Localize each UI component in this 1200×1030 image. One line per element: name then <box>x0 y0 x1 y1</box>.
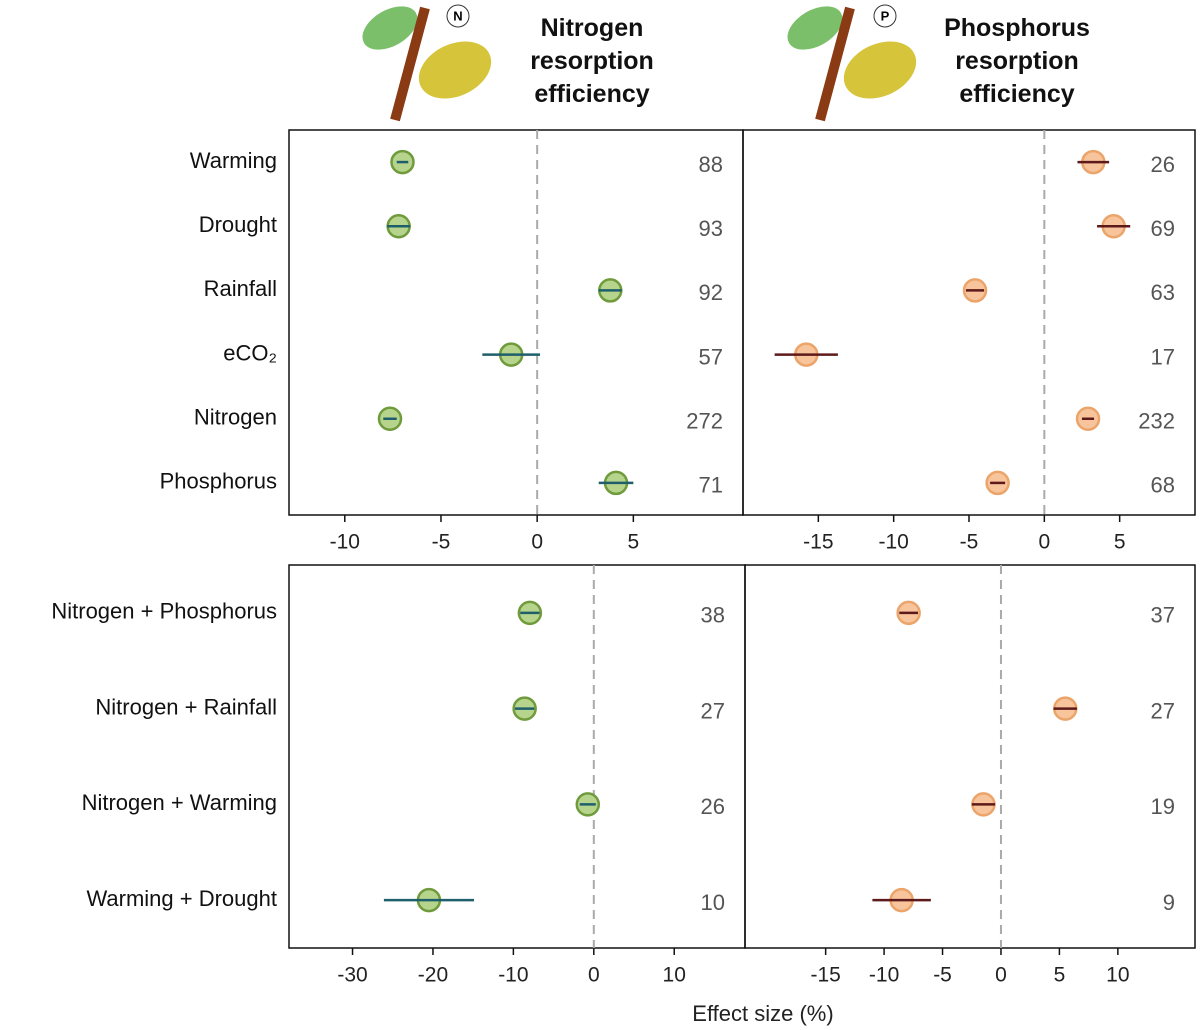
category-label: Phosphorus <box>160 469 277 494</box>
count-label: 27 <box>701 698 725 723</box>
count-label: 63 <box>1151 280 1175 305</box>
x-tick-label: -5 <box>960 531 979 554</box>
x-tick-label: 10 <box>1106 964 1129 987</box>
count-label: 68 <box>1151 473 1175 498</box>
count-label: 26 <box>1151 152 1175 177</box>
plot-frame <box>742 129 1196 516</box>
count-label: 9 <box>1163 890 1175 915</box>
x-tick-label: -5 <box>432 531 451 554</box>
x-tick-label: 10 <box>663 964 686 987</box>
panel-title: Nitrogen resorption efficiency <box>530 14 654 108</box>
count-label: 37 <box>1151 603 1175 628</box>
count-label: 232 <box>1138 409 1175 434</box>
count-label: 92 <box>699 280 723 305</box>
leaf-icon: P <box>787 4 917 122</box>
count-label: 19 <box>1151 794 1175 819</box>
x-tick-label: 5 <box>1054 964 1066 987</box>
count-label: 26 <box>701 794 725 819</box>
x-tick-label: -15 <box>810 964 840 987</box>
x-tick-label: 0 <box>995 964 1007 987</box>
svg-text:P: P <box>881 8 890 23</box>
category-label: Drought <box>199 212 277 237</box>
x-tick-label: 0 <box>588 964 600 987</box>
category-label: Nitrogen + Rainfall <box>95 694 277 719</box>
count-label: 57 <box>699 344 723 369</box>
x-tick-label: -20 <box>418 964 448 987</box>
x-tick-label: -15 <box>803 531 833 554</box>
svg-text:N: N <box>453 8 462 23</box>
x-tick-label: -30 <box>337 964 367 987</box>
category-label: Rainfall <box>204 276 277 301</box>
x-tick-label: -10 <box>330 531 360 554</box>
category-label: Nitrogen + Phosphorus <box>51 599 277 624</box>
category-label: Nitrogen <box>194 405 277 430</box>
x-tick-label: -10 <box>878 531 908 554</box>
x-tick-label: 5 <box>628 531 640 554</box>
x-tick-label: 0 <box>531 531 543 554</box>
x-tick-label: 0 <box>1038 531 1050 554</box>
x-axis-label: Effect size (%) <box>692 1001 833 1026</box>
count-label: 27 <box>1151 698 1175 723</box>
category-label: Warming + Drought <box>86 886 277 911</box>
category-label: Warming <box>190 148 277 173</box>
category-label: eCO₂ <box>223 340 277 365</box>
count-label: 69 <box>1151 216 1175 241</box>
count-label: 88 <box>699 152 723 177</box>
count-label: 10 <box>701 890 725 915</box>
panel-title: Phosphorus resorption efficiency <box>944 14 1090 108</box>
category-label: Nitrogen + Warming <box>82 790 277 815</box>
count-label: 38 <box>701 603 725 628</box>
x-tick-label: 5 <box>1114 531 1126 554</box>
count-label: 17 <box>1151 344 1175 369</box>
plot-frame <box>288 129 744 516</box>
x-tick-label: -10 <box>869 964 899 987</box>
x-tick-label: -5 <box>933 964 952 987</box>
count-label: 272 <box>686 409 723 434</box>
leaf-icon: N <box>362 4 492 122</box>
x-tick-label: -10 <box>498 964 528 987</box>
plot-frame <box>288 564 746 949</box>
count-label: 93 <box>699 216 723 241</box>
count-label: 71 <box>699 473 723 498</box>
plot-frame <box>744 564 1196 949</box>
